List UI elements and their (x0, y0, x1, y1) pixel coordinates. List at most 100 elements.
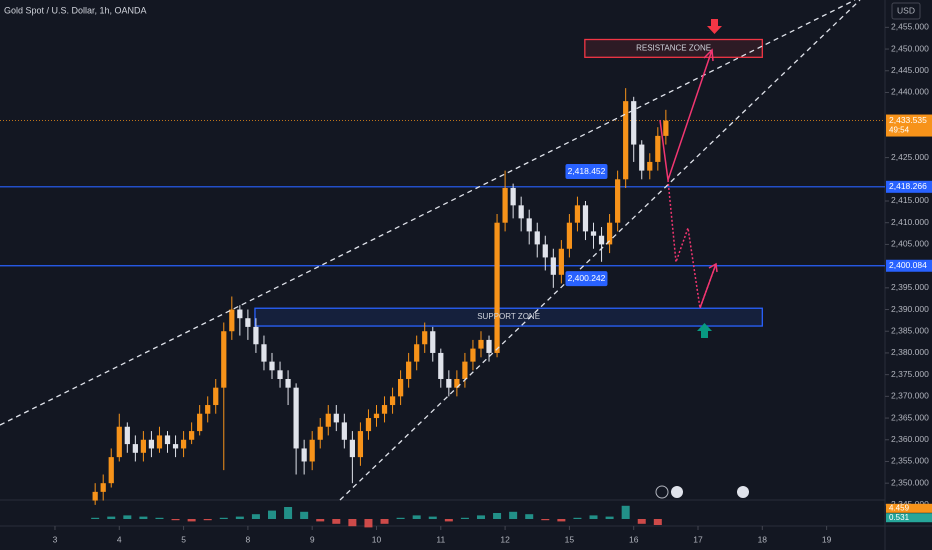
candle-body (542, 244, 548, 258)
candle-body (253, 326, 259, 345)
x-tick-label: 12 (500, 534, 510, 544)
event-icon (737, 486, 749, 498)
histogram-bar (605, 516, 614, 519)
candle-body (341, 422, 347, 440)
y-tick-label: 2,380.000 (891, 347, 929, 357)
candle-body (325, 413, 331, 427)
histogram-bar (637, 519, 646, 524)
candle-body (478, 339, 484, 349)
candle-body (566, 222, 573, 249)
candle-body (422, 331, 428, 345)
zone (584, 38, 763, 58)
histogram-bar (219, 517, 228, 519)
histogram-bar (91, 517, 100, 519)
last-price-label: 2,433.535 (889, 115, 927, 125)
candle-body (598, 235, 605, 245)
histogram-bar (171, 519, 180, 521)
candle-body (430, 331, 436, 353)
arrow-head (708, 262, 718, 273)
x-tick-label: 16 (629, 534, 639, 544)
histogram-bar (155, 517, 164, 519)
candle-body (365, 418, 372, 432)
projection-arrow (699, 263, 717, 309)
histogram-bar (428, 516, 437, 519)
callout-label: 2,400.242 (568, 273, 606, 283)
trend-line (339, 0, 861, 501)
chart-title: Gold Spot / U.S. Dollar, 1h, OANDA (4, 5, 147, 15)
candle-body (550, 257, 556, 275)
candle-body (269, 361, 275, 371)
candle-body (438, 352, 444, 379)
y-tick-label: 2,440.000 (891, 87, 929, 97)
level-label: 2,400.084 (889, 260, 927, 270)
histogram-bar (348, 519, 357, 527)
histogram-bar (541, 519, 550, 521)
histogram-bar (621, 505, 630, 519)
y-tick-label: 2,390.000 (891, 304, 929, 314)
candle-body (558, 248, 564, 275)
zone (254, 307, 763, 327)
histogram-bar (268, 510, 277, 519)
candle-body (446, 378, 452, 388)
candle-body (108, 457, 114, 484)
candle-body (116, 426, 122, 458)
histogram-bar (573, 517, 582, 519)
x-tick-label: 18 (758, 534, 768, 544)
level-label-box (886, 259, 932, 272)
y-tick-label: 2,350.000 (891, 477, 929, 487)
candle-body (454, 378, 460, 388)
candle-body (309, 439, 315, 462)
candle-body (317, 426, 323, 440)
histogram-bar (235, 516, 244, 519)
candle-body (261, 344, 267, 362)
histogram-bar (444, 519, 453, 522)
indicator-value: 0.531 (889, 513, 910, 522)
y-tick-label: 2,445.000 (891, 65, 929, 75)
candle-body (606, 222, 613, 245)
y-tick-label: 2,405.000 (891, 239, 929, 249)
countdown: 49:54 (889, 126, 910, 135)
level-label-box (886, 180, 932, 193)
indicator-value-box (886, 503, 932, 513)
candle-body (277, 370, 283, 379)
plot (0, 38, 885, 528)
candle-body (615, 179, 621, 223)
candle-body (414, 344, 420, 362)
candle-body (245, 318, 251, 327)
histogram-bar (364, 519, 373, 528)
y-tick-label: 2,395.000 (891, 282, 929, 292)
histogram-bar (557, 519, 566, 522)
candle-body (156, 435, 163, 449)
histogram-bar (589, 515, 598, 519)
y-tick-label: 2,355.000 (891, 456, 929, 466)
up-arrow-icon (697, 323, 712, 338)
candle-body (639, 144, 645, 171)
candle-body (293, 387, 299, 449)
histogram-bar (123, 515, 132, 519)
candle-body (655, 135, 661, 162)
candle-body (349, 439, 355, 458)
candle-body (574, 205, 581, 223)
candle-body (502, 187, 508, 223)
y-tick-label: 2,375.000 (891, 369, 929, 379)
last-price-box (886, 114, 932, 137)
candle-body (534, 231, 540, 245)
x-tick-label: 19 (822, 534, 832, 544)
y-tick-label: 2,365.000 (891, 412, 929, 422)
candle-body (124, 426, 130, 445)
histogram-bar (284, 507, 293, 519)
candle-body (389, 396, 396, 406)
histogram-bar (509, 511, 518, 519)
histogram-bar (316, 519, 325, 522)
histogram-bar (380, 519, 389, 524)
histogram-bar (525, 514, 534, 519)
indicator-value-box (886, 513, 932, 523)
candle-body (172, 444, 179, 449)
candle-body (92, 491, 98, 501)
x-tick-label: 3 (53, 534, 58, 544)
y-tick-label: 2,370.000 (891, 391, 929, 401)
x-tick-label: 11 (436, 534, 445, 544)
arrow-head (703, 48, 714, 62)
event-icon (655, 485, 669, 499)
y-tick-label: 2,455.000 (891, 22, 929, 32)
